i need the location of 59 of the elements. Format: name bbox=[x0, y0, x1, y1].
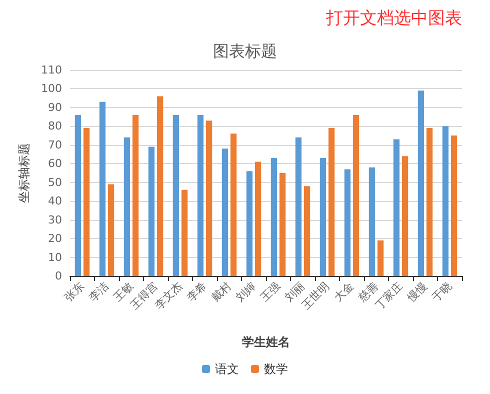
legend-label: 数学 bbox=[264, 362, 288, 376]
bar bbox=[320, 158, 326, 276]
y-tick-label: 10 bbox=[48, 250, 62, 264]
bar bbox=[206, 120, 212, 276]
y-tick-label: 30 bbox=[48, 213, 62, 226]
bar bbox=[442, 126, 449, 276]
bar bbox=[172, 114, 180, 276]
y-tick-label: 110 bbox=[41, 64, 62, 76]
bar bbox=[108, 184, 114, 276]
x-tick-label: 李希 bbox=[184, 279, 210, 304]
x-tick-label: 于晓 bbox=[430, 279, 454, 304]
bar bbox=[222, 148, 228, 276]
bar bbox=[328, 128, 335, 276]
bar bbox=[197, 114, 204, 276]
bar bbox=[344, 169, 351, 276]
chart-title: 图表标题 bbox=[213, 42, 277, 60]
bar bbox=[181, 190, 188, 276]
bar bbox=[156, 96, 164, 276]
y-tick-label: 90 bbox=[48, 100, 62, 114]
bar bbox=[124, 137, 130, 276]
bar bbox=[418, 90, 424, 276]
bar bbox=[368, 167, 376, 276]
bar bbox=[74, 114, 82, 276]
x-tick-label: 慢慢 bbox=[404, 279, 430, 305]
bar bbox=[377, 240, 384, 276]
bar bbox=[393, 139, 400, 276]
bar bbox=[279, 173, 286, 276]
bar bbox=[426, 128, 433, 276]
x-tick-label: 戴村 bbox=[209, 279, 234, 304]
y-axis-title: 坐标轴标题 bbox=[17, 143, 32, 203]
y-tick-label: 40 bbox=[48, 194, 62, 208]
y-tick-label: 60 bbox=[48, 157, 62, 170]
y-tick-label: 0 bbox=[55, 270, 62, 282]
y-tick-label: 100 bbox=[41, 82, 62, 96]
bar bbox=[99, 102, 106, 276]
bar bbox=[304, 186, 310, 276]
y-tick-label: 50 bbox=[48, 176, 62, 189]
x-tick-label: 刘婶 bbox=[234, 279, 258, 304]
bar bbox=[148, 146, 155, 276]
y-tick-label: 80 bbox=[48, 120, 62, 133]
y-tick-label: 20 bbox=[48, 232, 62, 246]
bar bbox=[230, 134, 237, 276]
legend-label: 语文 bbox=[215, 362, 239, 376]
x-tick-label: 王强 bbox=[258, 279, 283, 304]
text: 打开文档选中图表 bbox=[325, 8, 462, 28]
bar bbox=[450, 136, 458, 276]
bar bbox=[246, 171, 253, 276]
x-tick-label: 大金 bbox=[332, 279, 356, 304]
bar bbox=[402, 156, 408, 276]
x-axis-title: 学生姓名 bbox=[242, 335, 290, 349]
x-tick-label: 李洁 bbox=[86, 279, 112, 304]
bar bbox=[83, 128, 90, 276]
bar bbox=[270, 158, 278, 276]
bar bbox=[254, 162, 262, 276]
bar bbox=[352, 114, 360, 276]
bar bbox=[295, 137, 302, 276]
bar bbox=[132, 114, 139, 276]
y-tick-label: 70 bbox=[48, 138, 62, 152]
x-tick-label: 张东 bbox=[62, 279, 87, 304]
